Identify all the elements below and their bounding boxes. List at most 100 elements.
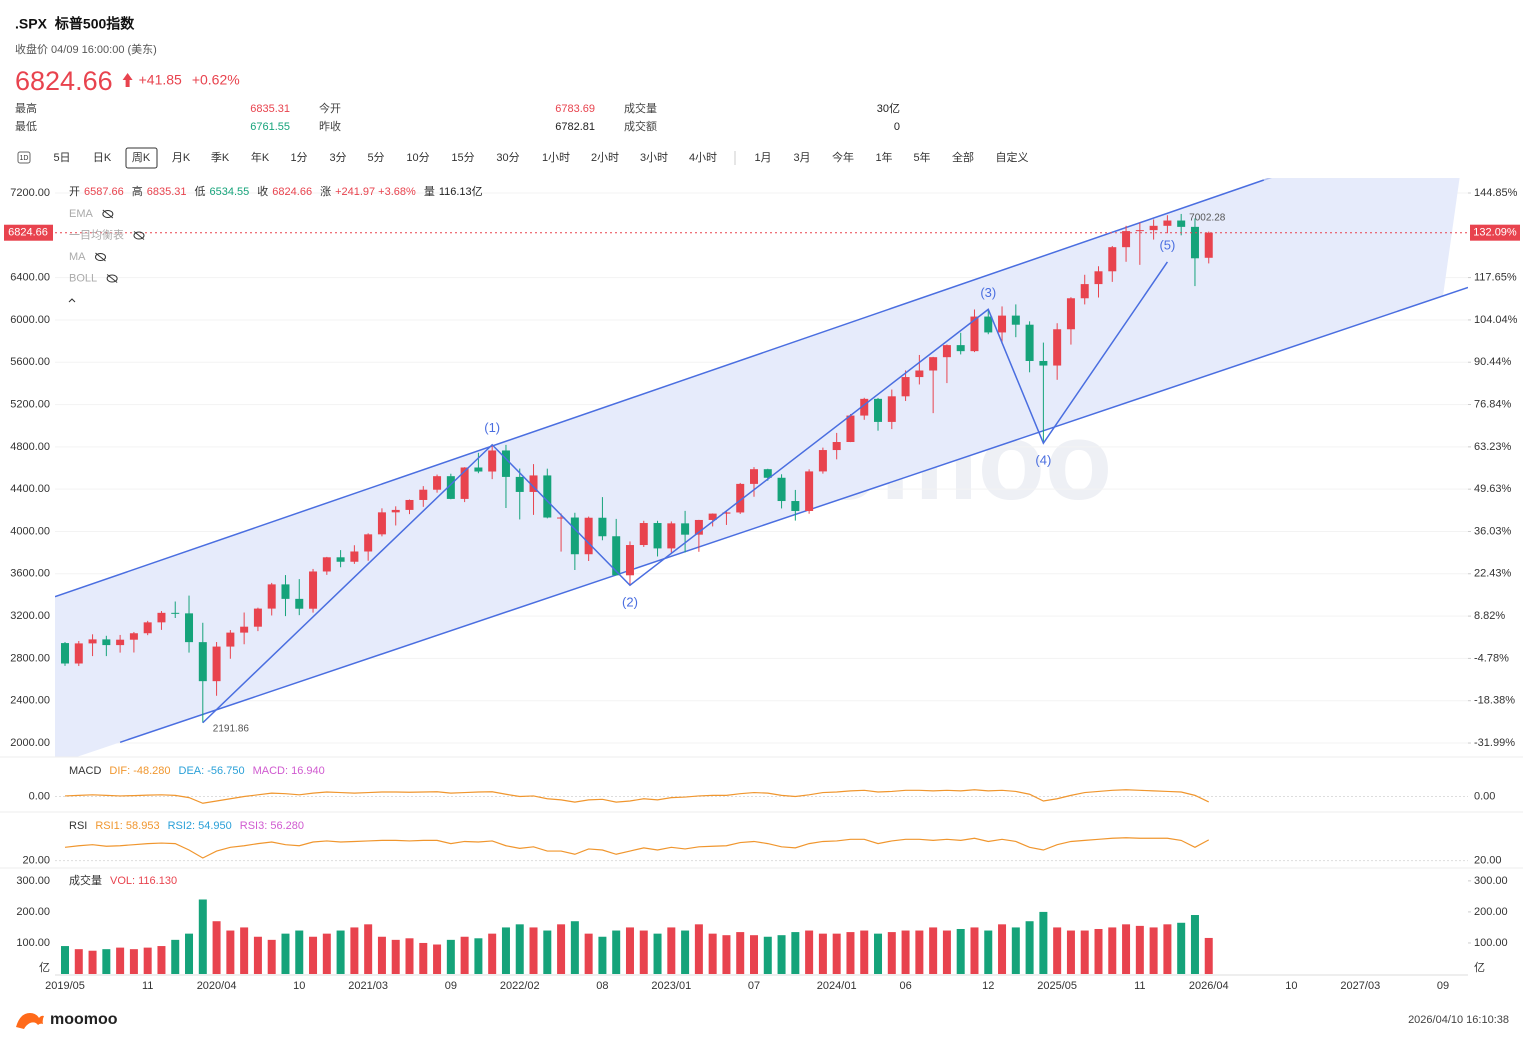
eye-icon — [133, 231, 145, 240]
y-tick-label: 5200.00 — [10, 398, 50, 410]
panel-legend: RSI1: 58.953 — [95, 820, 159, 832]
candle-body — [1080, 284, 1089, 299]
tab[interactable]: 4小时 — [689, 151, 717, 164]
eye-icon — [102, 210, 114, 218]
indicator-toggle[interactable]: EMA — [69, 208, 94, 220]
candle-body — [860, 398, 869, 416]
legend-label: 收 — [257, 184, 268, 198]
candle-body — [1149, 225, 1158, 231]
candle-body — [998, 315, 1007, 333]
tab[interactable]: 周K — [132, 151, 151, 164]
volume-bar — [901, 930, 910, 974]
candle-body — [570, 517, 579, 555]
tab[interactable]: 5日 — [53, 152, 70, 164]
volume-bar — [185, 933, 194, 974]
volume-bar — [750, 935, 758, 974]
x-tick-label: 2024/01 — [817, 980, 857, 992]
candle-body — [350, 551, 359, 562]
channel-fill — [55, 178, 1460, 757]
wave-label: (5) — [1159, 237, 1175, 252]
volume-bar — [102, 949, 111, 974]
volume-bar — [129, 949, 138, 974]
candle-body — [433, 476, 442, 490]
volume-bar — [1149, 927, 1158, 974]
volume-bar — [446, 939, 455, 974]
tab[interactable]: 3小时 — [640, 151, 668, 164]
candle-body — [391, 509, 400, 513]
channel-upper-extension — [1263, 178, 1272, 181]
candle-body — [171, 612, 180, 614]
candle-body — [942, 345, 951, 358]
tab[interactable]: 30分 — [496, 151, 519, 164]
candle-body — [557, 517, 566, 519]
tab[interactable]: 1分 — [290, 151, 307, 164]
y-tick-label: 4000.00 — [10, 525, 50, 537]
candle-body — [226, 632, 235, 647]
tab[interactable]: 15分 — [451, 151, 474, 164]
tab-selected — [125, 147, 158, 169]
y-tick-label: 7200.00 — [10, 187, 50, 199]
tab[interactable]: 3月 — [793, 152, 810, 164]
volume-bar — [1094, 928, 1103, 974]
tab[interactable]: 1月 — [754, 152, 771, 164]
volume-bar — [791, 932, 800, 974]
candle-body — [88, 639, 97, 644]
volume-bar — [874, 933, 883, 974]
tab[interactable]: 自定义 — [996, 150, 1029, 164]
candle-body — [185, 613, 194, 643]
last-pct-label: 132.09% — [1473, 227, 1517, 239]
tab[interactable]: 1D — [20, 155, 29, 162]
tab[interactable]: 季K — [211, 151, 230, 164]
tab[interactable]: 日K — [93, 152, 112, 164]
candle-body — [1094, 271, 1103, 285]
y2-tick-label: 90.44% — [1474, 356, 1512, 368]
panel-title: RSI — [69, 820, 87, 832]
legend-label: 涨 — [320, 185, 331, 198]
indicator-toggle[interactable]: MA — [69, 251, 86, 263]
tab[interactable]: 今年 — [832, 150, 854, 164]
tab[interactable]: 年K — [251, 150, 270, 164]
candle-body — [736, 483, 745, 513]
tab[interactable]: 5分 — [367, 151, 384, 164]
indicator-toggle[interactable]: BOLL — [69, 272, 97, 284]
eye-slash — [102, 209, 114, 219]
y2-tick-label: 8.82% — [1474, 610, 1505, 622]
volume-bar — [681, 930, 690, 974]
tab[interactable]: 3分 — [329, 151, 346, 164]
y-tick-label: 3600.00 — [10, 568, 50, 580]
tab[interactable]: 1小时 — [542, 151, 570, 164]
candle-body — [1163, 220, 1172, 226]
candle-body — [1053, 329, 1062, 366]
x-tick-label: 08 — [596, 980, 608, 992]
candle-body — [515, 476, 524, 492]
tab[interactable]: 全部 — [952, 150, 974, 164]
indicator-toggle[interactable]: 一目均衡表 — [69, 227, 124, 241]
volume-bar — [722, 935, 731, 974]
tab[interactable]: 2小时 — [591, 151, 619, 164]
legend-value: 6824.66 — [272, 186, 312, 198]
tab[interactable]: 月K — [172, 152, 191, 164]
candle-body — [1108, 247, 1117, 272]
legend-label: 高 — [132, 184, 143, 198]
volume-bar — [143, 947, 152, 974]
x-tick-label: 11 — [142, 980, 153, 992]
candle-body — [1025, 324, 1034, 361]
stat-label: 昨收 — [319, 119, 341, 133]
candle-body — [405, 499, 414, 510]
volume-bar — [1163, 924, 1172, 974]
tab[interactable]: 10分 — [406, 151, 429, 164]
volume-tick-label: 100.00 — [16, 937, 50, 949]
y-tick-label: 5600.00 — [10, 356, 50, 368]
candle-body — [722, 512, 731, 514]
volume-bar — [1039, 911, 1048, 974]
y-tick-label: 4400.00 — [10, 483, 50, 495]
tab[interactable]: 5年 — [913, 150, 930, 164]
y2-tick-label: 117.65% — [1474, 272, 1517, 284]
panel-legend: VOL: 116.130 — [110, 875, 177, 887]
candle-body — [61, 643, 69, 664]
volume-tick-label-right: 200.00 — [1474, 906, 1508, 918]
tab[interactable]: 1年 — [875, 150, 892, 164]
candle-body — [116, 639, 125, 646]
x-tick-label: 09 — [1437, 980, 1449, 992]
